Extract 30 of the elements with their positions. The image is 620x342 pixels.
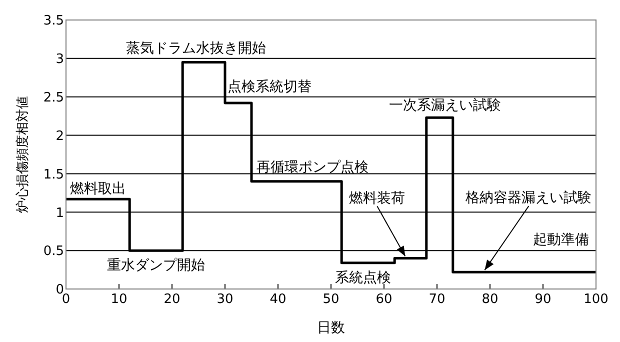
annotation: 重水ダンプ開始 [107, 258, 206, 274]
x-tick-label: 10 [110, 292, 128, 308]
x-tick-label: 60 [376, 292, 392, 308]
y-tick-label: 2 [56, 128, 64, 144]
y-tick-label: 0 [56, 282, 64, 298]
annotation: 系統点検 [334, 270, 391, 286]
x-tick-label: 90 [534, 292, 552, 308]
x-tick-label: 30 [216, 292, 234, 308]
x-tick-label: 40 [270, 292, 286, 308]
x-tick-label: 70 [428, 292, 446, 308]
y-tick-label: 3.5 [43, 14, 64, 29]
x-tick-label: 80 [482, 292, 498, 308]
x-tick-label: 100 [584, 292, 608, 308]
x-tick-label: 20 [164, 292, 180, 308]
annotation: 点検系統切替 [228, 79, 312, 96]
annotation: 燃料取出 [70, 181, 126, 198]
x-tick-label: 50 [322, 292, 340, 308]
x-axis-title: 日数 [317, 320, 345, 336]
y-tick-label: 0.5 [43, 244, 64, 260]
y-tick-label: 2.5 [43, 90, 64, 106]
annotation: 格納容器漏えい試験 [464, 190, 592, 206]
annotation: 起動準備 [532, 232, 589, 248]
annotation: 蒸気ドラム水抜き開始 [126, 40, 266, 56]
y-tick-label: 1 [56, 206, 64, 221]
y-tick-label: 1.5 [43, 167, 64, 182]
y-axis-title: 炉心損傷頻度相対値 [14, 96, 31, 213]
y-tick-label: 3 [56, 52, 64, 68]
annotation: 燃料装荷 [349, 190, 406, 206]
annotation: 再循環ポンプ点検 [256, 159, 368, 176]
annotation: 一次系漏えい試験 [388, 98, 501, 114]
